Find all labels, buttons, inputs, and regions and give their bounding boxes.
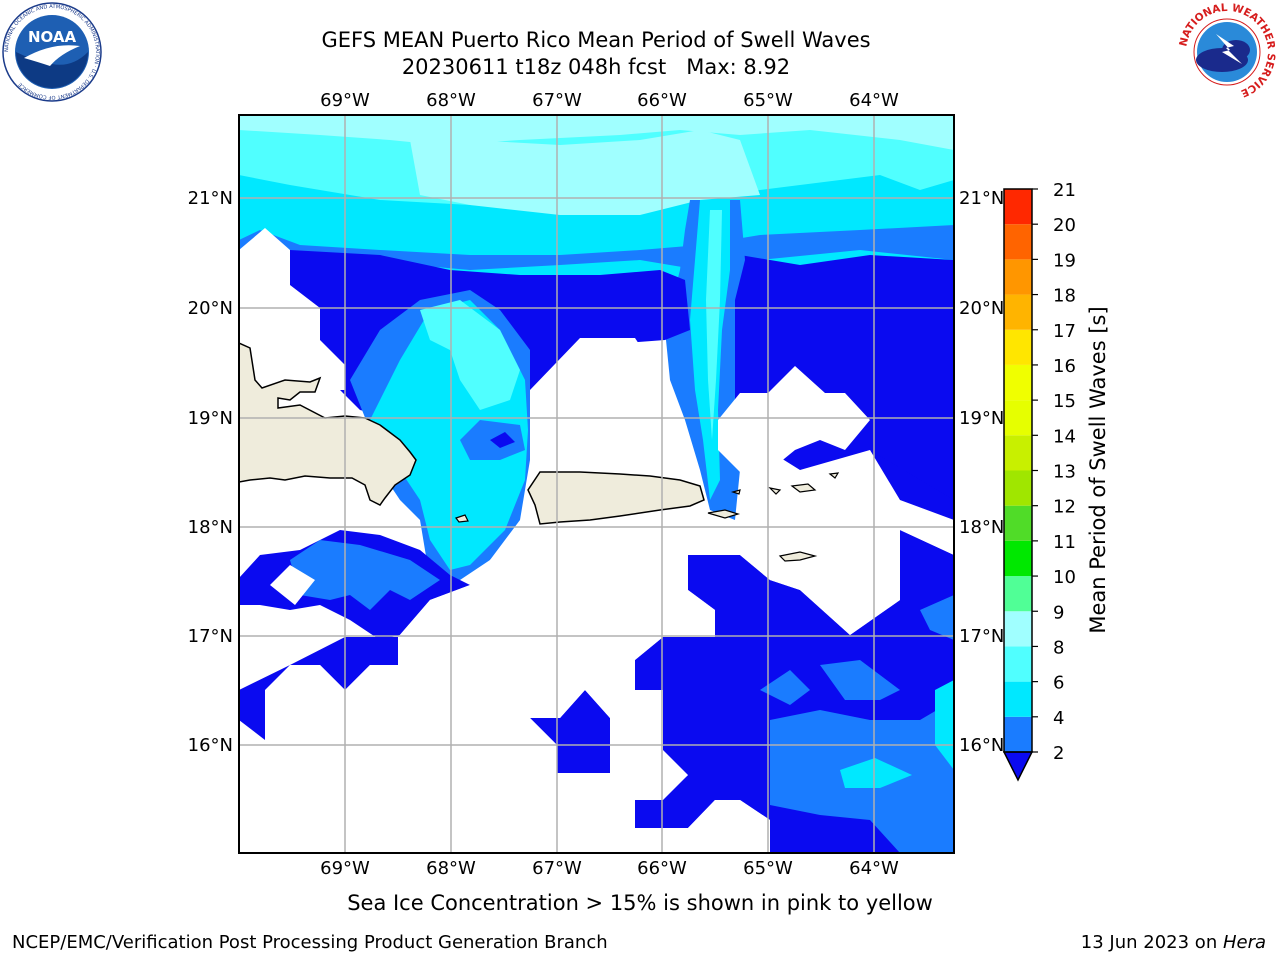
lat-label-right: 21°N xyxy=(959,188,1004,209)
colorbar-swatch xyxy=(1004,400,1032,436)
sea-ice-note: Sea Ice Concentration > 15% is shown in … xyxy=(347,891,933,915)
colorbar-tick-label: 13 xyxy=(1053,462,1076,483)
lat-label-left: 21°N xyxy=(188,188,233,209)
lat-label-left: 16°N xyxy=(188,735,233,756)
colorbar-title: Mean Period of Swell Waves [s] xyxy=(1086,306,1110,634)
colorbar-tick-label: 4 xyxy=(1053,708,1064,729)
colorbar-swatch xyxy=(1004,364,1032,401)
lat-label-left: 18°N xyxy=(188,517,233,538)
map-frame xyxy=(238,114,955,854)
colorbar-swatch xyxy=(1004,329,1032,365)
lat-label-right: 20°N xyxy=(959,298,1004,319)
colorbar-under-extension xyxy=(1002,751,1034,782)
footer-date: 13 Jun 2023 on Hera xyxy=(1081,932,1266,953)
lat-label-right: 16°N xyxy=(959,735,1004,756)
colorbar-tick-label: 15 xyxy=(1053,391,1076,412)
lon-label-bottom: 67°W xyxy=(532,858,582,879)
lon-label-bottom: 68°W xyxy=(426,858,476,879)
lon-label-top: 67°W xyxy=(532,90,582,111)
lon-label-top: 64°W xyxy=(849,90,899,111)
graticule xyxy=(239,115,954,853)
colorbar-tick-label: 11 xyxy=(1053,532,1076,553)
colorbar-tick-label: 19 xyxy=(1053,250,1076,271)
lon-label-top: 65°W xyxy=(743,90,793,111)
lon-label-bottom: 65°W xyxy=(743,858,793,879)
colorbar-swatch xyxy=(1004,716,1032,752)
colorbar-swatch xyxy=(1004,540,1032,577)
lon-label-bottom: 64°W xyxy=(849,858,899,879)
colorbar-tick-label: 12 xyxy=(1053,497,1076,518)
colorbar-swatch xyxy=(1004,470,1032,506)
colorbar-swatch xyxy=(1004,189,1032,225)
lat-label-right: 18°N xyxy=(959,517,1004,538)
lon-label-bottom: 66°W xyxy=(637,858,687,879)
lon-label-top: 68°W xyxy=(426,90,476,111)
footer-host: Hera xyxy=(1222,932,1266,953)
colorbar-swatch xyxy=(1004,611,1032,647)
colorbar-tick-label: 16 xyxy=(1053,356,1076,377)
lat-label-left: 19°N xyxy=(188,408,233,429)
colorbar-swatch xyxy=(1004,435,1032,471)
colorbar-tick-label: 20 xyxy=(1053,215,1076,236)
colorbar-swatch xyxy=(1004,224,1032,260)
noaa-logo-text: NOAA xyxy=(28,28,77,46)
colorbar-tick-label: 9 xyxy=(1053,602,1064,623)
colorbar-tick-label: 8 xyxy=(1053,637,1064,658)
colorbar-swatch xyxy=(1004,294,1032,330)
colorbar-swatch xyxy=(1004,259,1032,295)
colorbar-tick-label: 18 xyxy=(1053,286,1076,307)
noaa-logo: NOAA NATIONAL OCEANIC AND ATMOSPHERIC AD… xyxy=(2,2,102,102)
footer-date-text: 13 Jun 2023 on xyxy=(1080,932,1223,953)
lon-label-top: 69°W xyxy=(320,90,370,111)
lon-label-bottom: 69°W xyxy=(320,858,370,879)
colorbar: 2 4 6 8 9 10 11 12 13 14 15 16 17 18 19 20 21 xyxy=(1002,180,1076,782)
colorbar-swatch xyxy=(1004,646,1032,682)
nws-logo: NATIONAL WEATHER SERVICE xyxy=(1177,2,1277,100)
colorbar-tick-label: 6 xyxy=(1053,673,1064,694)
colorbar-swatch xyxy=(1004,505,1032,541)
lat-label-right: 17°N xyxy=(959,626,1004,647)
puerto-rico-land xyxy=(527,471,705,525)
colorbar-tick-label: 14 xyxy=(1053,426,1076,447)
lat-label-right: 19°N xyxy=(959,408,1004,429)
colorbar-tick-label: 10 xyxy=(1053,567,1076,588)
chart-subtitle: 20230611 t18z 048h fcst Max: 8.92 xyxy=(401,55,791,79)
colorbar-swatch xyxy=(1004,576,1032,612)
colorbar-tick-label: 21 xyxy=(1053,180,1076,201)
map-plot-area xyxy=(239,115,954,853)
axis-labels: 69°W 68°W 67°W 66°W 65°W 64°W 69°W 68°W … xyxy=(188,90,1005,879)
colorbar-tick-label: 2 xyxy=(1053,743,1064,764)
hispaniola-land xyxy=(239,342,417,506)
colorbar-swatch xyxy=(1004,681,1032,717)
colorbar-tick-label: 17 xyxy=(1053,321,1076,342)
lon-label-top: 66°W xyxy=(637,90,687,111)
lat-label-left: 20°N xyxy=(188,298,233,319)
footer-credit: NCEP/EMC/Verification Post Processing Pr… xyxy=(12,932,608,953)
lat-label-left: 17°N xyxy=(188,626,233,647)
chart-title: GEFS MEAN Puerto Rico Mean Period of Swe… xyxy=(321,28,871,52)
